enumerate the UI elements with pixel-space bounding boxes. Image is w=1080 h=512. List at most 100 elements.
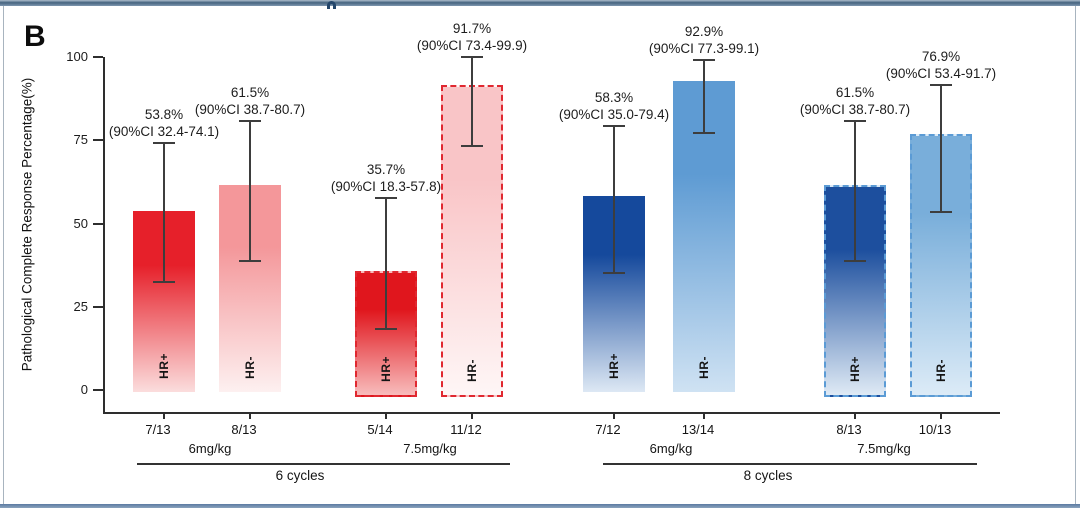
x-tick [854,413,856,419]
error-bar-line [163,143,165,283]
error-bar-cap-bottom [693,131,715,134]
error-bar-cap-bottom [239,260,261,263]
x-tick [940,413,942,419]
value-ci: (90%CI 53.4-91.7) [885,65,997,81]
cycle-group-label: 8 cycles [743,468,793,483]
value-label: 58.3% (90%CI 35.0-79.4) [504,89,724,123]
error-bar-line [385,197,387,330]
error-bar-cap-top [153,142,175,145]
value-percent: 53.8% [144,107,184,123]
error-bar-cap-top [844,120,866,123]
top-accent-bar [0,0,1080,6]
error-bar-cap-top [930,83,952,86]
value-ci: (90%CI 32.4-74.1) [108,124,220,140]
value-label: 91.7% (90%CI 73.4-99.9) [362,20,582,54]
error-bar-cap-bottom [844,260,866,263]
error-bar-line [854,121,856,262]
y-tick-label: 25 [73,298,88,314]
bar: HR+ [824,185,886,397]
bar-hr-label: HR- [465,359,479,382]
x-tick [471,413,473,419]
error-bar-line [940,84,942,213]
value-percent: 35.7% [366,161,406,177]
value-ci: (90%CI 18.3-57.8) [330,178,442,194]
value-ci: (90%CI 73.4-99.9) [416,38,528,54]
cropped-glyph [326,1,336,9]
value-percent: 92.9% [684,23,724,39]
value-ci: (90%CI 35.0-79.4) [558,106,670,122]
error-bar-line [249,121,251,262]
x-tick-label: 8/13 [231,422,257,437]
error-bar-cap-top [461,56,483,59]
value-percent: 61.5% [230,85,270,101]
error-bar-cap-bottom [375,328,397,331]
x-tick-label: 10/13 [918,422,952,437]
cycle-group-label: 6 cycles [275,468,325,483]
error-bar-cap-top [375,196,397,199]
dose-label: 6mg/kg [649,441,693,456]
value-percent: 58.3% [594,89,634,105]
panel-label: B [24,20,46,53]
y-tick [93,389,103,391]
value-percent: 61.5% [835,85,875,101]
value-percent: 91.7% [452,21,492,37]
error-bar-line [613,125,615,274]
y-tick [93,139,103,142]
x-tick-label: 7/13 [145,422,171,437]
value-ci: (90%CI 38.7-80.7) [799,102,911,118]
x-tick-label: 8/13 [836,422,862,437]
cycle-group-line [137,463,510,465]
x-tick [249,413,251,419]
y-tick-label: 0 [80,382,88,397]
value-label: 92.9% (90%CI 77.3-99.1) [594,23,814,57]
bar-hr-label: HR- [243,356,257,379]
value-label: 61.5% (90%CI 38.7-80.7) [745,84,965,118]
left-border [3,6,4,504]
error-bar-cap-bottom [153,281,175,284]
x-tick [613,413,615,419]
right-border [1075,6,1076,504]
x-tick-label: 13/14 [681,422,715,437]
error-bar-cap-top [603,124,625,127]
value-label: 61.5% (90%CI 38.7-80.7) [140,84,360,118]
y-tick-label: 100 [66,49,88,64]
value-ci: (90%CI 38.7-80.7) [194,102,306,118]
x-tick-label: 5/14 [367,422,393,437]
x-tick [703,413,705,419]
error-bar-cap-top [693,58,715,61]
value-ci: (90%CI 77.3-99.1) [648,40,760,56]
dose-label: 7.5mg/kg [857,441,911,456]
error-bar-cap-bottom [603,272,625,275]
dose-label: 6mg/kg [188,441,232,456]
bar-hr-label: HR+ [157,353,171,379]
y-tick [93,222,103,225]
cropped-text-artifact [323,0,339,9]
cycle-group-line [603,463,977,465]
value-label: 35.7% (90%CI 18.3-57.8) [276,161,496,195]
error-bar-cap-top [239,120,261,123]
bar-hr-label: HR+ [848,356,862,382]
error-bar-cap-bottom [461,144,483,147]
bottom-accent-bar [0,504,1080,508]
y-axis-line [103,57,105,413]
bar-hr-label: HR+ [379,356,393,382]
x-tick-label: 7/12 [595,422,621,437]
y-tick-label: 50 [73,215,88,231]
value-label: 53.8% (90%CI 32.4-74.1) [54,106,274,140]
error-bar-line [471,57,473,146]
value-label: 76.9% (90%CI 53.4-91.7) [831,48,1051,82]
y-axis-title: Pathological Complete Response Percentag… [19,77,35,372]
bar-hr-label: HR- [697,356,711,379]
x-tick [163,413,165,419]
bar-hr-label: HR+ [607,353,621,379]
dose-label: 7.5mg/kg [403,441,457,456]
bar-hr-label: HR- [934,359,948,382]
error-bar-cap-bottom [930,211,952,214]
value-percent: 76.9% [921,48,961,64]
y-tick [93,305,103,308]
y-tick [93,56,103,58]
x-tick-label: 11/12 [450,422,482,437]
x-tick [385,413,387,419]
y-tick-label: 75 [73,132,88,148]
